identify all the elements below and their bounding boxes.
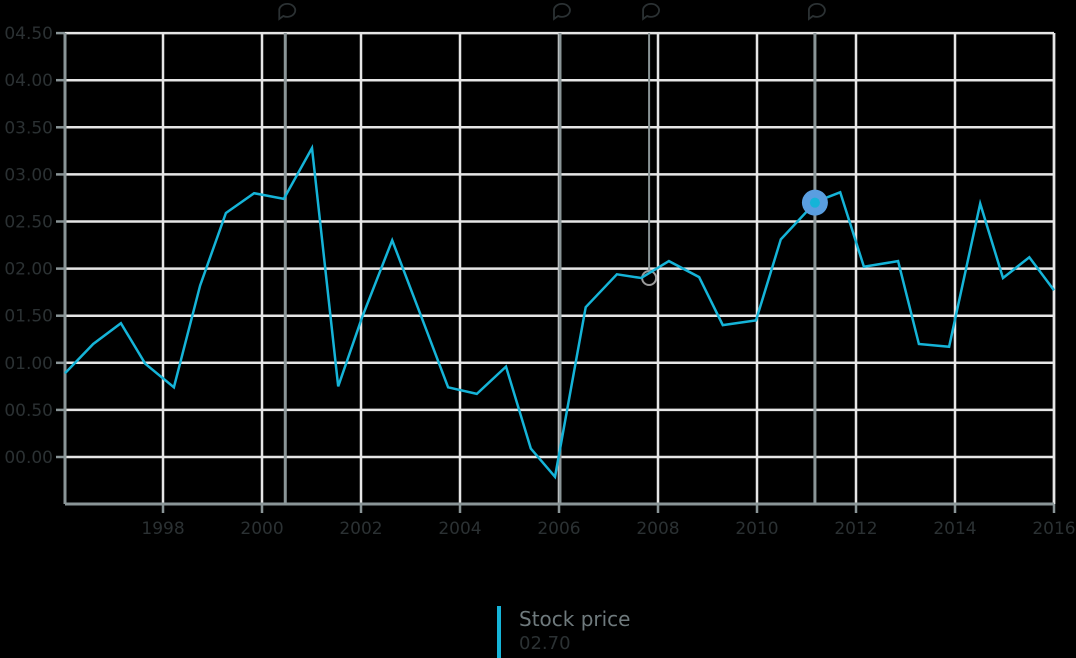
x-tick-label: 2016 xyxy=(1032,519,1075,539)
event-markers xyxy=(278,2,826,504)
y-tick-label: 04.00 xyxy=(4,71,53,91)
legend: Stock price 02.70 xyxy=(497,606,630,658)
x-tick-label: 2004 xyxy=(438,519,481,539)
x-axis-labels: 1998 2000 2002 2004 2006 2008 2010 2012 2014 2016 xyxy=(141,519,1075,539)
y-tick-label: 01.00 xyxy=(4,354,53,374)
line-chart: 00.00 00.50 01.00 01.50 02.00 02.50 03.00 03.50… xyxy=(4,2,1076,539)
x-tick-label: 2010 xyxy=(735,519,778,539)
y-tick-label: 02.50 xyxy=(4,213,53,233)
x-tick-label: 1998 xyxy=(141,519,184,539)
legend-series-name: Stock price xyxy=(519,607,631,631)
y-tick-label: 03.00 xyxy=(4,165,53,185)
comment-icon[interactable] xyxy=(642,2,660,21)
y-tick-label: 02.00 xyxy=(4,260,53,280)
x-tick-label: 2002 xyxy=(339,519,382,539)
x-tick-label: 2008 xyxy=(636,519,679,539)
stock-price-line[interactable] xyxy=(64,143,1056,480)
legend-series-value: 02.70 xyxy=(519,633,571,654)
comment-icon[interactable] xyxy=(808,2,826,21)
y-tick-label: 01.50 xyxy=(4,307,53,327)
x-tick-label: 2006 xyxy=(537,519,580,539)
x-tick-label: 2012 xyxy=(834,519,877,539)
y-tick-label: 03.50 xyxy=(4,118,53,138)
axes xyxy=(56,31,1056,513)
y-axis-labels: 00.00 00.50 01.00 01.50 02.00 02.50 03.00 03.50… xyxy=(4,24,53,468)
y-tick-label: 04.50 xyxy=(4,24,53,44)
hover-point[interactable] xyxy=(801,189,828,216)
x-tick-label: 2000 xyxy=(240,519,283,539)
y-tick-label: 00.00 xyxy=(4,448,53,468)
comment-icon[interactable] xyxy=(553,2,571,21)
x-tick-label: 2014 xyxy=(933,519,976,539)
comment-icon[interactable] xyxy=(278,2,297,21)
hover-dot xyxy=(809,197,820,208)
y-tick-label: 00.50 xyxy=(4,401,53,421)
